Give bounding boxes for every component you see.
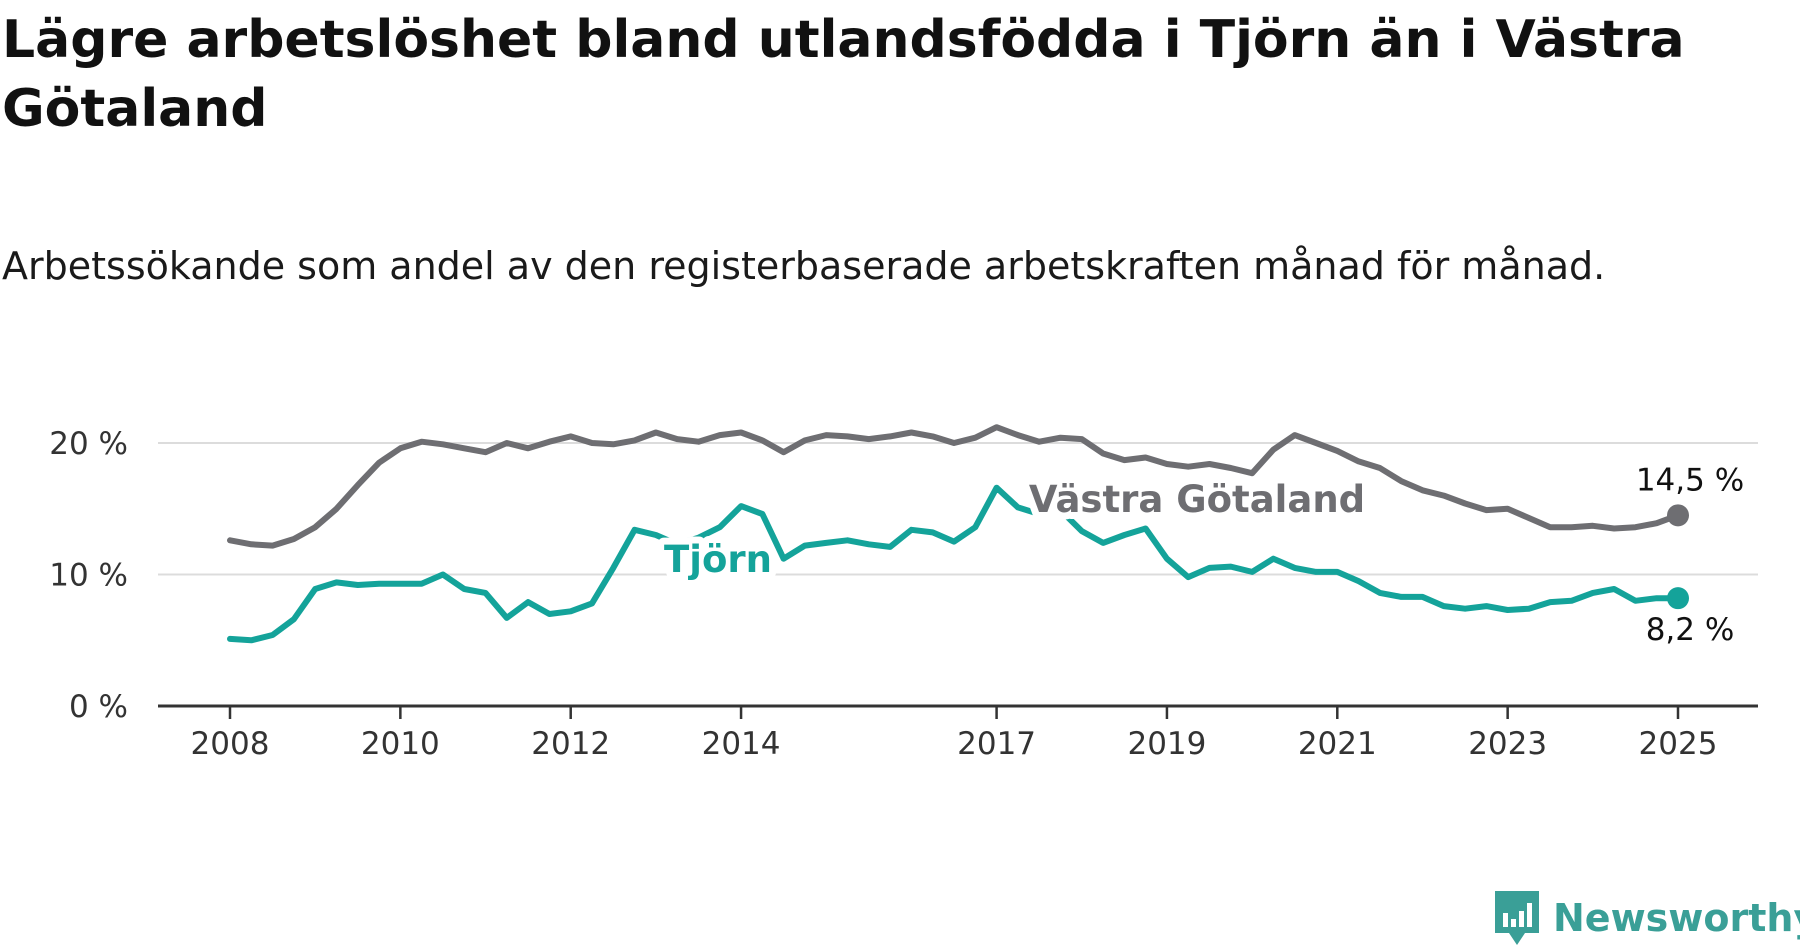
vastra-gotaland-label-halo: Västra Götaland (1029, 478, 1365, 521)
y-axis-ticks: 0 % 10 % 20 % (49, 426, 128, 725)
chart-subtitle: Arbetssökande som andel av den registerb… (2, 244, 1606, 288)
tjorn-series-label: Tjörn (664, 538, 772, 581)
gridlines (158, 442, 1758, 576)
x-tick-label: 2008 (191, 726, 270, 762)
tjorn-end-point (1667, 587, 1689, 610)
newsworthy-brand: Newsworthy (1493, 888, 1800, 948)
x-tick-label: 2012 (531, 726, 610, 762)
x-tick-label: 2017 (957, 726, 1036, 762)
vastra-gotaland-end-label: 14,5 % (1636, 462, 1744, 498)
x-axis: 2008 2010 2012 2014 2017 2019 2021 2023 2025 (158, 704, 1758, 762)
tjorn-end-label: 8,2 % (1646, 612, 1735, 648)
y-tick-label: 20 % (49, 426, 128, 462)
chart-title: Lägre arbetslöshet bland utlandsfödda i … (2, 10, 1685, 139)
newsworthy-logo-icon (1495, 891, 1539, 945)
tjorn-label-halo: Tjörn (664, 538, 772, 581)
vastra-gotaland-end-point (1667, 504, 1689, 527)
x-tick-label: 2010 (361, 726, 440, 762)
tjorn-line (227, 484, 1681, 644)
vastra-gotaland-line (227, 424, 1681, 549)
y-tick-label: 0 % (69, 689, 128, 725)
x-tick-label: 2021 (1298, 726, 1377, 762)
vastra-gotaland-series-label: Västra Götaland (1029, 478, 1365, 521)
brand-name: Newsworthy (1553, 896, 1800, 940)
x-tick-label: 2023 (1468, 726, 1547, 762)
x-tick-label: 2014 (702, 726, 781, 762)
x-tick-label: 2019 (1127, 726, 1206, 762)
y-tick-label: 10 % (49, 558, 128, 594)
x-tick-label: 2025 (1639, 726, 1718, 762)
series-lines (227, 424, 1689, 644)
